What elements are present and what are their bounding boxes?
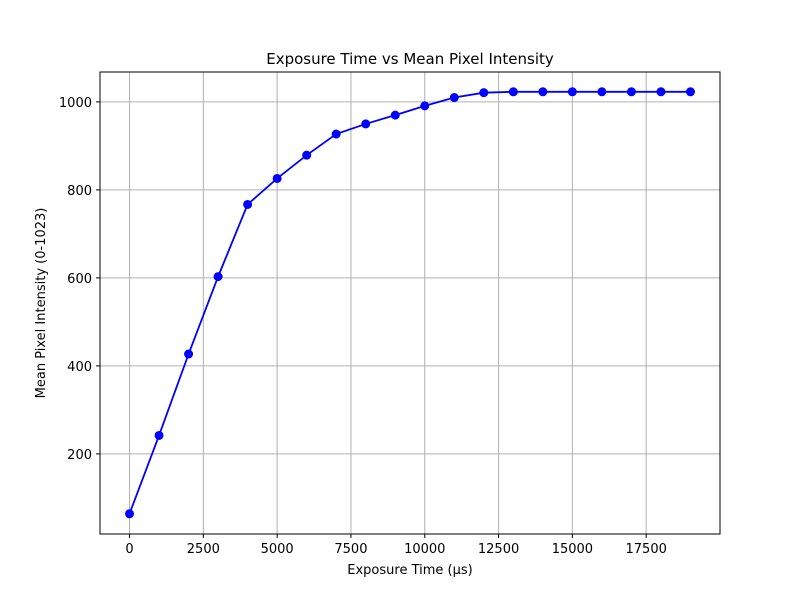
- chart-title: Exposure Time vs Mean Pixel Intensity: [266, 50, 554, 68]
- data-point: [331, 129, 341, 139]
- data-point: [685, 87, 695, 97]
- data-point: [538, 87, 548, 97]
- series-layer: [125, 87, 695, 519]
- y-axis-label: Mean Pixel Intensity (0-1023): [34, 208, 49, 399]
- data-point: [479, 88, 489, 98]
- ticks: 0 2500 5000 7500 10000 12500 15000 17500 200 400 6…: [59, 96, 667, 557]
- data-point: [125, 509, 135, 519]
- data-point: [508, 87, 518, 97]
- x-axis-label: Exposure Time (µs): [347, 563, 472, 578]
- x-tick-label: 17500: [626, 542, 667, 557]
- y-tick-label: 600: [67, 272, 92, 287]
- data-point: [184, 349, 194, 359]
- data-point: [449, 93, 459, 103]
- y-tick-label: 400: [67, 360, 92, 375]
- data-point: [361, 119, 371, 129]
- grid: [100, 72, 720, 534]
- x-tick-label: 12500: [478, 542, 519, 557]
- x-tick-label: 0: [125, 542, 133, 557]
- y-tick-label: 200: [67, 448, 92, 463]
- data-point: [243, 199, 253, 209]
- x-tick-label: 15000: [552, 542, 593, 557]
- data-point: [213, 272, 223, 282]
- data-point: [154, 430, 164, 440]
- data-point: [272, 173, 282, 183]
- y-tick-label: 1000: [59, 96, 92, 111]
- data-point: [420, 101, 430, 111]
- x-tick-label: 2500: [187, 542, 220, 557]
- series-line: [128, 90, 691, 515]
- x-tick-label: 10000: [404, 542, 445, 557]
- data-point: [302, 150, 312, 160]
- x-tick-label: 5000: [261, 542, 294, 557]
- data-point: [626, 87, 636, 97]
- x-tick-label: 7500: [334, 542, 367, 557]
- data-point: [597, 87, 607, 97]
- y-tick-label: 800: [67, 184, 92, 199]
- data-point: [567, 87, 577, 97]
- data-point: [656, 87, 666, 97]
- data-point: [390, 110, 400, 120]
- plot-area-frame: [99, 71, 721, 535]
